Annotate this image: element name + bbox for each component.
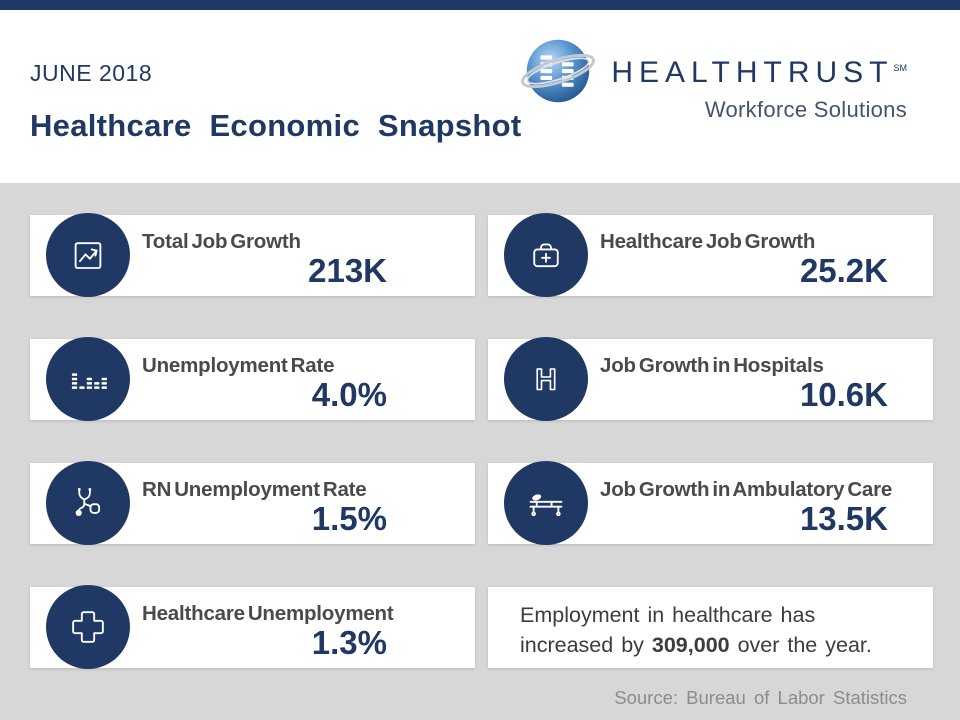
- stat-label: Job Growth in Ambulatory Care: [600, 478, 893, 501]
- trend-chart-icon: [46, 213, 130, 297]
- brand-wordmark: HEALTHTRUST: [611, 56, 894, 89]
- stat-value: 1.5%: [311, 500, 387, 537]
- stats-panel: Total Job Growth 213K Healthcare Job Gro…: [0, 183, 960, 720]
- equalizer-chart-icon: [46, 337, 130, 421]
- page-title: Healthcare Economic Snapshot: [30, 108, 522, 143]
- stat-card-job-growth-ambulatory-care: Job Growth in Ambulatory Care 13.5K: [488, 461, 933, 545]
- note-highlight: 309,000: [651, 632, 730, 657]
- stat-label: RN Unemployment Rate: [142, 478, 367, 501]
- source-attribution: Source: Bureau of Labor Statistics: [614, 687, 907, 708]
- note-text-before: Employment in healthcare has increased b…: [520, 602, 816, 657]
- stat-value: 25.2K: [799, 252, 888, 289]
- stat-value: 10.6K: [799, 376, 888, 413]
- hospital-h-icon: H: [504, 337, 588, 421]
- stethoscope-icon: [46, 461, 130, 545]
- svg-text:H: H: [535, 364, 556, 397]
- stat-label: Healthcare Job Growth: [600, 230, 816, 253]
- healthtrust-logo: HEALTHTRUSTSM Workforce Solutions: [519, 32, 907, 123]
- trademark-mark: SM: [893, 63, 908, 73]
- stat-value: 1.3%: [311, 624, 387, 661]
- stat-value: 13.5K: [799, 500, 888, 537]
- stat-value: 4.0%: [311, 376, 387, 413]
- globe-icon: [521, 39, 596, 103]
- stats-grid: Total Job Growth 213K Healthcare Job Gro…: [30, 213, 933, 669]
- summary-note-text: Employment in healthcare has increased b…: [520, 600, 915, 660]
- brand-tagline: Workforce Solutions: [704, 97, 907, 122]
- medical-cross-icon: [46, 585, 130, 669]
- summary-note-card: Employment in healthcare has increased b…: [488, 587, 933, 668]
- stat-card-total-job-growth: Total Job Growth 213K: [30, 213, 475, 297]
- stat-card-healthcare-unemployment: Healthcare Unemployment 1.3%: [30, 585, 475, 669]
- stat-label: Job Growth in Hospitals: [600, 354, 824, 377]
- note-text-after: over the year.: [729, 632, 872, 657]
- report-date: JUNE 2018: [30, 60, 153, 86]
- stat-card-job-growth-hospitals: H Job Growth in Hospitals 10.6K: [488, 337, 933, 421]
- stat-label: Healthcare Unemployment: [142, 602, 394, 625]
- brand-name: HEALTHTRUSTSM: [611, 56, 907, 90]
- medical-bag-icon: [504, 213, 588, 297]
- hospital-bed-icon: [504, 461, 588, 545]
- header: JUNE 2018 Healthcare Economic Snapshot: [0, 10, 960, 184]
- stat-label: Total Job Growth: [142, 230, 301, 253]
- stat-label: Unemployment Rate: [142, 354, 335, 377]
- stat-card-healthcare-job-growth: Healthcare Job Growth 25.2K: [488, 213, 933, 297]
- stat-card-unemployment-rate: Unemployment Rate 4.0%: [30, 337, 475, 421]
- stat-value: 213K: [308, 252, 387, 289]
- logo-text: HEALTHTRUSTSM Workforce Solutions: [611, 56, 907, 123]
- top-accent-bar: [0, 0, 960, 10]
- stat-card-rn-unemployment-rate: RN Unemployment Rate 1.5%: [30, 461, 475, 545]
